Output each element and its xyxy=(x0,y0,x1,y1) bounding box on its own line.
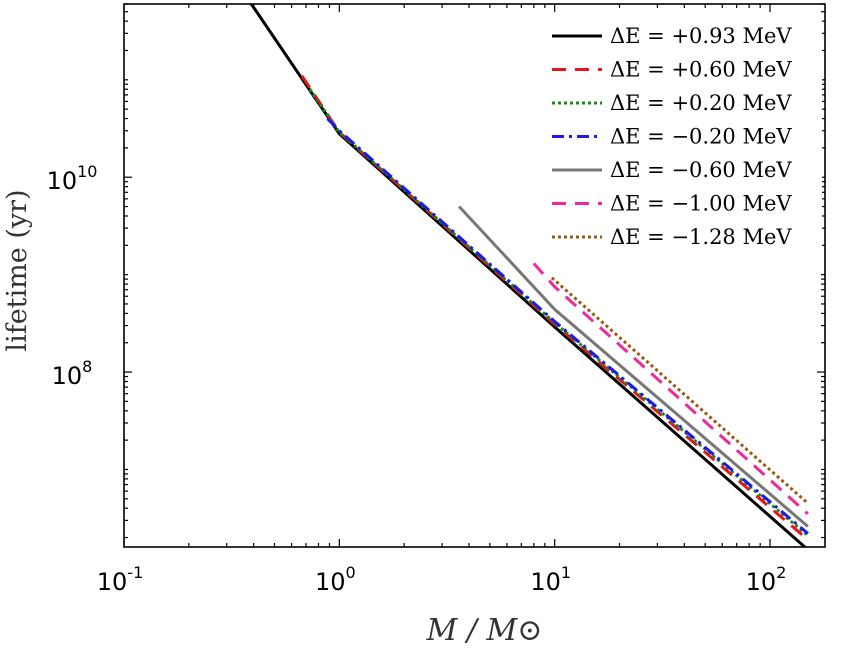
legend-entry-5: ΔE = −0.60 MeV xyxy=(610,158,792,182)
series-line-6 xyxy=(532,262,809,516)
legend-entry-3: ΔE = +0.20 MeV xyxy=(610,91,792,115)
x-tick-label: 10-1 xyxy=(97,563,144,596)
series-layer xyxy=(250,4,809,547)
series-line-3 xyxy=(308,88,809,537)
x-tick-label: 100 xyxy=(315,563,356,596)
y-tick-label: 1010 xyxy=(47,162,98,195)
y-tick-label: 108 xyxy=(52,357,93,390)
legend-background xyxy=(540,18,822,259)
legend-entry-7: ΔE = −1.28 MeV xyxy=(610,225,792,249)
legend-entry-1: ΔE = +0.93 MeV xyxy=(610,24,792,48)
series-line-1 xyxy=(250,4,808,547)
y-axis-label: lifetime (yr) xyxy=(2,189,33,351)
legend-entry-2: ΔE = +0.60 MeV xyxy=(610,58,792,82)
legend: ΔE = +0.93 MeV ΔE = +0.60 MeV ΔE = +0.20 M… xyxy=(540,18,822,259)
series-line-4 xyxy=(326,117,809,535)
legend-entry-6: ΔE = −1.00 MeV xyxy=(610,192,792,216)
legend-entry-4: ΔE = −0.20 MeV xyxy=(610,125,792,149)
series-line-7 xyxy=(550,276,809,505)
plot-frame xyxy=(123,3,826,548)
x-tick-label: 101 xyxy=(530,563,571,596)
x-axis-label: M / M⊙ xyxy=(426,613,543,648)
series-line-5 xyxy=(458,205,809,528)
x-tick-label: 102 xyxy=(746,563,787,596)
